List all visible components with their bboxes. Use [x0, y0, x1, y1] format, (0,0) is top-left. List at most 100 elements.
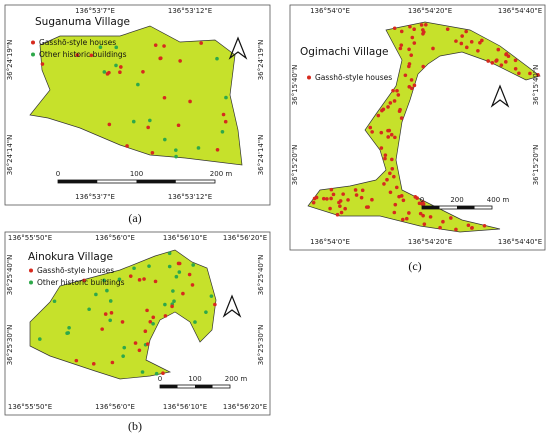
building-dot	[177, 270, 182, 274]
building-dot	[146, 125, 150, 130]
building-dot	[177, 261, 182, 266]
building-dot	[145, 308, 149, 313]
building-dot	[382, 182, 386, 186]
scale-bar-fill	[160, 385, 178, 388]
legend-dot	[307, 75, 311, 80]
building-dot	[103, 312, 108, 316]
building-dot	[167, 251, 172, 256]
building-dot	[109, 311, 114, 315]
building-dot	[449, 216, 453, 220]
building-dot	[366, 205, 370, 209]
building-dot	[407, 64, 411, 69]
building-dot	[215, 147, 220, 152]
building-dot	[376, 113, 381, 118]
building-dot	[383, 153, 388, 157]
longitude-label: 136°54'40"E	[498, 7, 542, 15]
building-dot	[108, 299, 113, 303]
panel-title: Suganuma Village	[35, 16, 130, 28]
building-dot	[459, 41, 464, 46]
building-dot	[496, 47, 501, 52]
building-dot	[392, 99, 397, 103]
longitude-label: 136°54'0"E	[310, 7, 350, 15]
legend-label: Other historic buildings	[37, 278, 125, 287]
building-dot	[82, 278, 86, 283]
building-dot	[478, 40, 482, 45]
building-dot	[87, 307, 91, 312]
building-dot	[466, 223, 471, 228]
building-dot	[329, 196, 333, 201]
longitude-label: 136°53'7"E	[75, 193, 115, 201]
building-dot	[454, 39, 458, 43]
latitude-label: 36°25'40"N	[257, 255, 265, 296]
building-dot	[105, 288, 109, 293]
building-dot	[136, 82, 140, 87]
scale-bar-fill	[457, 206, 475, 209]
building-dot	[392, 26, 397, 31]
building-dot	[141, 69, 145, 74]
building-dot	[328, 206, 332, 211]
building-dot	[392, 210, 397, 215]
building-dot	[120, 320, 125, 324]
building-dot	[108, 318, 112, 323]
building-dot	[190, 283, 195, 287]
building-dot	[482, 223, 487, 228]
building-dot	[132, 266, 136, 271]
longitude-label: 136°53'7"E	[75, 7, 115, 15]
scale-label: 100	[188, 375, 201, 383]
building-dot	[341, 192, 345, 196]
longitude-label: 136°56'10"E	[163, 403, 207, 411]
building-dot	[133, 341, 138, 345]
building-dot	[368, 125, 373, 130]
building-dot	[74, 358, 79, 363]
building-dot	[102, 70, 107, 74]
longitude-label: 136°54'40"E	[498, 238, 542, 246]
building-dot	[422, 222, 427, 226]
building-dot	[163, 314, 168, 318]
longitude-label: 136°56'20"E	[223, 234, 267, 242]
latitude-label: 36°15'20"N	[291, 145, 299, 186]
building-dot	[359, 195, 364, 200]
latitude-label: 36°15'40"N	[291, 65, 299, 106]
building-dot	[388, 101, 393, 105]
panel-title: Ainokura Village	[28, 251, 113, 263]
longitude-label: 136°53'12"E	[168, 193, 212, 201]
building-dot	[346, 198, 350, 202]
scale-label: 100	[130, 170, 143, 178]
latitude-label: 36°24'14"N	[257, 135, 265, 176]
scale-label: 200 m	[210, 170, 233, 178]
longitude-label: 136°54'0"E	[310, 238, 350, 246]
building-dot	[193, 320, 197, 324]
building-dot	[314, 195, 319, 200]
building-dot	[339, 210, 344, 215]
building-dot	[98, 45, 103, 50]
building-dot	[66, 331, 71, 335]
building-dot	[199, 41, 203, 45]
building-dot	[174, 274, 179, 279]
building-dot	[418, 211, 423, 216]
longitude-label: 136°56'0"E	[95, 403, 135, 411]
panel-title: Ogimachi Village	[300, 46, 388, 58]
building-dot	[490, 61, 495, 65]
building-dot	[102, 278, 106, 283]
latitude-label: 36°25'30"N	[6, 325, 14, 366]
village-area	[29, 249, 217, 380]
legend-label: Other historic buildings	[39, 50, 127, 59]
longitude-label: 136°56'0"E	[95, 234, 135, 242]
building-dot	[148, 118, 152, 123]
building-dot	[125, 144, 129, 148]
scale-label: 0	[56, 170, 60, 178]
building-dot	[171, 289, 175, 293]
building-dot	[110, 360, 115, 365]
building-dot	[162, 44, 166, 48]
latitude-label: 36°25'30"N	[257, 325, 265, 366]
building-dot	[94, 292, 98, 297]
scale-label: 400 m	[487, 196, 510, 204]
longitude-label: 136°56'20"E	[223, 403, 267, 411]
latitude-label: 36°24'14"N	[6, 135, 14, 176]
north-arrow	[222, 36, 510, 318]
building-dot	[224, 95, 228, 100]
building-dot	[122, 345, 127, 350]
building-dot	[409, 86, 414, 91]
building-dot	[499, 63, 504, 67]
